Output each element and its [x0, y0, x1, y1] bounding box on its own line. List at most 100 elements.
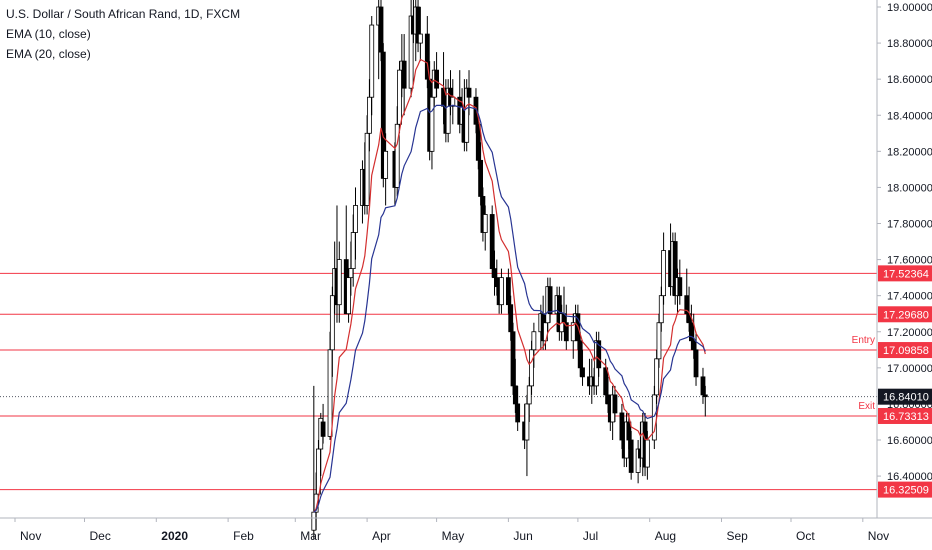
- candle-body: [401, 60, 407, 89]
- candle-body: [529, 349, 534, 387]
- candle-body: [691, 340, 697, 351]
- candle-body: [547, 286, 553, 315]
- candle-body: [348, 268, 354, 279]
- chart-title: U.S. Dollar / South African Rand, 1D, FX…: [6, 7, 241, 21]
- x-tick-label: Oct: [796, 529, 815, 543]
- candle-body: [693, 349, 699, 378]
- candle-body: [510, 331, 516, 387]
- candle-body: [524, 403, 530, 441]
- candle-body: [677, 277, 683, 297]
- candle-body: [563, 322, 569, 342]
- candle-body: [350, 232, 356, 270]
- candle-body: [596, 340, 602, 369]
- candle-body: [383, 150, 389, 179]
- candle-body: [580, 367, 585, 378]
- horizontal-lines: [0, 272, 877, 491]
- candle-body: [612, 394, 618, 414]
- candle-body: [526, 385, 532, 405]
- candles: [311, 0, 708, 540]
- indicator-ema20-label: EMA (20, close): [6, 47, 91, 61]
- ema10-line: [313, 58, 706, 513]
- candle-body: [434, 69, 439, 89]
- candle-body: [603, 367, 609, 396]
- candle-body: [369, 24, 375, 98]
- candle-body: [364, 132, 370, 206]
- level-price-badge: [878, 265, 932, 282]
- x-tick-label: May: [442, 529, 465, 543]
- level-price-badge: [878, 481, 932, 498]
- candle-body: [531, 331, 537, 351]
- candle-body: [450, 96, 456, 107]
- candle-body: [512, 385, 518, 405]
- candle-body: [336, 259, 342, 306]
- candle-body: [466, 87, 472, 98]
- level-price-badge: [878, 407, 932, 424]
- level-tag-entry: Entry: [852, 335, 875, 346]
- indicator-ema10-label: EMA (10, close): [6, 27, 91, 41]
- candle-body: [700, 376, 706, 396]
- x-tick-label: Aug: [655, 529, 676, 543]
- candle-body: [417, 33, 423, 44]
- level-tag-exit: Exit: [858, 401, 875, 412]
- candle-body: [489, 214, 495, 270]
- candle-body: [367, 96, 372, 134]
- candle-body: [429, 96, 435, 152]
- candle-body: [605, 394, 611, 405]
- y-tick-label: 17.80000: [887, 219, 932, 231]
- y-tick-label: 16.40000: [887, 471, 932, 483]
- y-tick-label: 17.00000: [887, 363, 932, 375]
- candle-body: [478, 159, 484, 197]
- candle-body: [577, 340, 583, 369]
- candle-body: [353, 205, 358, 233]
- candle-body: [661, 250, 666, 297]
- y-tick-label: 18.40000: [887, 110, 932, 122]
- y-tick-label: 18.00000: [887, 182, 932, 194]
- y-tick-label: 17.40000: [887, 291, 932, 303]
- x-tick-label: Dec: [89, 529, 110, 543]
- x-tick-label: 2020: [161, 529, 188, 543]
- candle-body: [499, 277, 504, 306]
- level-price-label: 17.29680: [883, 309, 929, 321]
- level-price-label: 17.52364: [883, 268, 929, 280]
- x-tick-label: Nov: [20, 529, 41, 543]
- y-tick-label: 18.60000: [887, 74, 932, 86]
- level-price-label: 16.73313: [883, 411, 929, 423]
- y-tick-label: 18.20000: [887, 146, 932, 158]
- legend: U.S. Dollar / South African Rand, 1D, FX…: [6, 4, 240, 64]
- candle-body: [702, 394, 708, 398]
- x-tick-label: Feb: [233, 529, 254, 543]
- candle-body: [320, 421, 326, 437]
- last-price-label: 16.84010: [883, 392, 929, 404]
- candle-body: [327, 349, 333, 437]
- candle-body: [482, 214, 488, 233]
- x-tick-label: Nov: [868, 529, 889, 543]
- candle-body: [397, 69, 402, 125]
- y-tick-label: 17.60000: [887, 255, 932, 267]
- level-price-label: 16.32509: [883, 485, 929, 497]
- candle-body: [688, 322, 694, 342]
- ema-lines: [313, 58, 706, 513]
- candle-body: [628, 439, 634, 473]
- candle-body: [346, 277, 351, 315]
- x-tick-label: Sep: [727, 529, 749, 543]
- x-tick-label: Apr: [372, 529, 391, 543]
- x-tick-label: Jun: [513, 529, 532, 543]
- y-tick-label: 18.80000: [887, 38, 932, 50]
- ema20-line: [313, 104, 706, 513]
- candle-body: [378, 6, 384, 53]
- candle-body: [654, 358, 660, 396]
- candle-body: [619, 412, 625, 441]
- y-tick-label: 16.60000: [887, 435, 932, 447]
- level-price-badge: [878, 342, 932, 359]
- y-tick-label: 17.20000: [887, 327, 932, 339]
- level-price-label: 17.09858: [883, 345, 929, 357]
- candle-body: [508, 304, 514, 333]
- last-price-badge: [878, 388, 932, 405]
- candle-body: [644, 439, 650, 468]
- candle-body: [329, 295, 335, 351]
- candle-body: [505, 277, 511, 306]
- price-labels: 17.52364 17.29680 17.09858 Entry 16.73313 Exi…: [852, 265, 932, 498]
